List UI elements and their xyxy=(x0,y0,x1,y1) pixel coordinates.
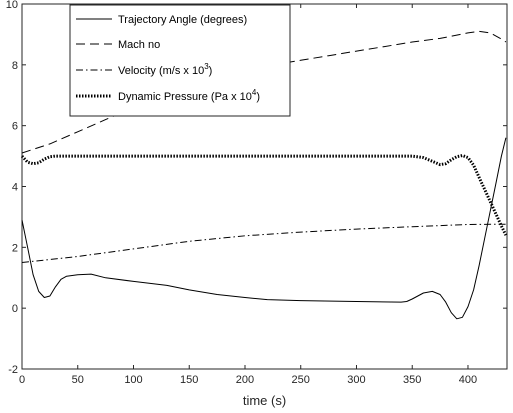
series-line-3 xyxy=(22,156,506,236)
y-tick-label: 2 xyxy=(12,242,18,254)
x-tick-label: 300 xyxy=(347,374,365,386)
y-tick-label: 4 xyxy=(12,182,18,194)
legend-label-tail: ) xyxy=(209,65,213,77)
x-tick-label: 0 xyxy=(19,374,25,386)
x-tick-label: 150 xyxy=(180,374,198,386)
y-tick-label: 8 xyxy=(12,60,18,72)
legend-label-1: Mach no xyxy=(118,39,160,51)
series-line-0 xyxy=(22,138,506,319)
legend-label-main: Mach no xyxy=(118,39,160,51)
x-tick-label: 100 xyxy=(124,374,142,386)
x-tick-label: 50 xyxy=(72,374,84,386)
y-tick-label: 10 xyxy=(6,0,18,11)
y-tick-label: 0 xyxy=(12,303,18,315)
x-tick-label: 400 xyxy=(459,374,477,386)
y-tick-label: 6 xyxy=(12,121,18,133)
x-tick-label: 350 xyxy=(403,374,421,386)
legend-label-main: Velocity (m/s x 10 xyxy=(118,65,204,77)
legend-label-main: Trajectory Angle (degrees) xyxy=(118,14,247,26)
x-tick-label: 250 xyxy=(292,374,310,386)
legend-label-3: Dynamic Pressure (Pa x 104) xyxy=(118,88,260,103)
x-tick-label: 200 xyxy=(236,374,254,386)
legend: Trajectory Angle (degrees) Mach no Velocit… xyxy=(70,5,290,116)
legend-label-2: Velocity (m/s x 103) xyxy=(118,62,212,77)
y-tick-label: -2 xyxy=(8,364,18,376)
legend-label-tail: ) xyxy=(256,91,260,103)
series-line-2 xyxy=(22,224,506,262)
legend-label-main: Dynamic Pressure (Pa x 10 xyxy=(118,91,252,103)
x-axis-title: time (s) xyxy=(243,393,286,408)
legend-label-0: Trajectory Angle (degrees) xyxy=(118,14,247,26)
